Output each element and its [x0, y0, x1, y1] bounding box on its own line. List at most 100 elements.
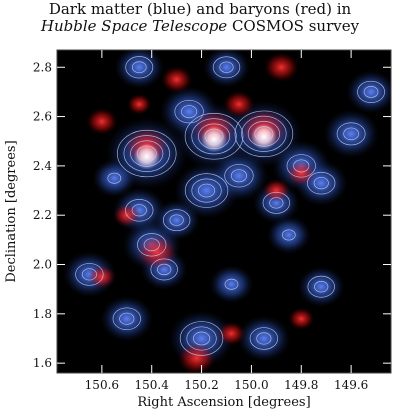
mass-contour [357, 80, 385, 104]
mass-contour [307, 171, 336, 195]
x-tick-label: 150.6 [85, 378, 119, 392]
dark-matter-peak [237, 315, 291, 362]
mass-contour [169, 214, 184, 226]
baryon-peak [136, 234, 178, 270]
x-tick-label: 150.0 [234, 378, 268, 392]
mass-contour [286, 154, 316, 178]
dark-matter-peak [266, 215, 311, 255]
mass-contour [234, 110, 294, 158]
y-tick-label: 1.6 [33, 356, 52, 370]
mass-contour [131, 61, 147, 74]
x-tick-label: 150.4 [135, 378, 170, 392]
baryon-peak [264, 52, 299, 82]
mass-contour [123, 135, 170, 172]
mass-contour [174, 99, 204, 124]
mass-contour [186, 326, 217, 351]
baryon-peak [288, 307, 315, 330]
chart-title-line1: Dark matter (blue) and baryons (red) in [48, 0, 352, 18]
mass-contour [81, 268, 97, 281]
plot-frame [56, 49, 392, 374]
y-tick-label: 2.2 [33, 208, 52, 222]
mass-contour [293, 159, 310, 173]
dark-matter-peak [297, 266, 345, 308]
dark-matter-peak [100, 295, 154, 342]
mass-contour [143, 238, 160, 252]
mass-contour [119, 312, 135, 325]
dark-matter-peak [346, 70, 391, 114]
mass-contour [116, 129, 177, 178]
mass-contour [336, 122, 366, 146]
mass-contour [219, 61, 234, 73]
dark-matter-peak [114, 50, 165, 89]
mass-contour [157, 263, 172, 276]
mass-contour [125, 56, 154, 79]
baryon-peak [161, 66, 193, 93]
x-tick-label: 150.2 [184, 378, 218, 392]
mass-contour [363, 86, 379, 98]
mass-contour [184, 173, 229, 208]
mass-contour [198, 183, 216, 198]
y-tick-label: 2.8 [33, 60, 52, 74]
mass-contour [256, 332, 272, 345]
mass-contour [137, 233, 167, 257]
dark-matter-peak [323, 109, 380, 159]
mass-contour [193, 331, 211, 346]
mass-contour [314, 281, 329, 293]
dark-matter-peak [203, 50, 250, 88]
mass-contour [75, 263, 104, 286]
x-tick-label: 149.6 [334, 378, 368, 392]
chart-title-italic: Hubble Space Telescope [40, 17, 228, 35]
mass-contour [254, 126, 274, 142]
overlap-core [133, 143, 160, 170]
chart-title-line2: Hubble Space Telescope COSMOS survey [0, 18, 400, 35]
y-axis-label: Declination [degrees] [4, 140, 19, 282]
baryon-peak [286, 160, 316, 186]
mass-contour [130, 140, 164, 167]
mass-contour [191, 118, 237, 155]
mass-contour [313, 177, 329, 190]
mass-contour [204, 128, 224, 144]
mass-contour [181, 105, 198, 119]
mass-contour [224, 164, 254, 188]
mass-contour [307, 275, 335, 298]
mass-contour [197, 123, 231, 150]
y-tick-label: 2.4 [33, 159, 52, 173]
mass-contour [212, 56, 241, 79]
mass-contour [125, 198, 154, 222]
mass-contour [136, 145, 157, 162]
baryon-peak [223, 91, 255, 118]
x-axis-label: Right Ascension [degrees] [137, 395, 310, 410]
mass-contour [112, 307, 141, 331]
mass-contour [184, 113, 244, 160]
mass-contour [249, 327, 279, 350]
dark-matter-peak [153, 199, 201, 241]
overlap-core [201, 126, 228, 153]
overlap-core [250, 123, 277, 150]
mass-contour [269, 197, 284, 209]
mass-contour [150, 258, 178, 281]
baryon-peak [86, 108, 118, 135]
mass-contour [179, 321, 224, 356]
mass-contour [107, 172, 122, 184]
mass-contour [162, 209, 191, 232]
mass-contour [343, 127, 359, 141]
baryon-peak [217, 321, 246, 346]
x-tick-label: 149.8 [284, 378, 318, 392]
mass-contour [241, 115, 287, 152]
mass-contour [224, 278, 239, 290]
mass-contour [281, 229, 296, 241]
mass-contour [262, 191, 291, 214]
mass-contour [191, 178, 222, 203]
mass-contour [131, 204, 147, 217]
y-tick-label: 2.0 [33, 258, 52, 272]
mass-contour [230, 169, 247, 183]
baryon-peak [127, 93, 152, 115]
mass-contour [247, 121, 280, 147]
y-tick-label: 2.6 [33, 110, 52, 124]
chart-title-rest: COSMOS survey [227, 17, 360, 35]
dark-matter-peak [209, 265, 254, 304]
baryon-peak [262, 178, 291, 203]
y-tick-label: 1.8 [33, 307, 52, 321]
dark-matter-peak [92, 159, 137, 198]
